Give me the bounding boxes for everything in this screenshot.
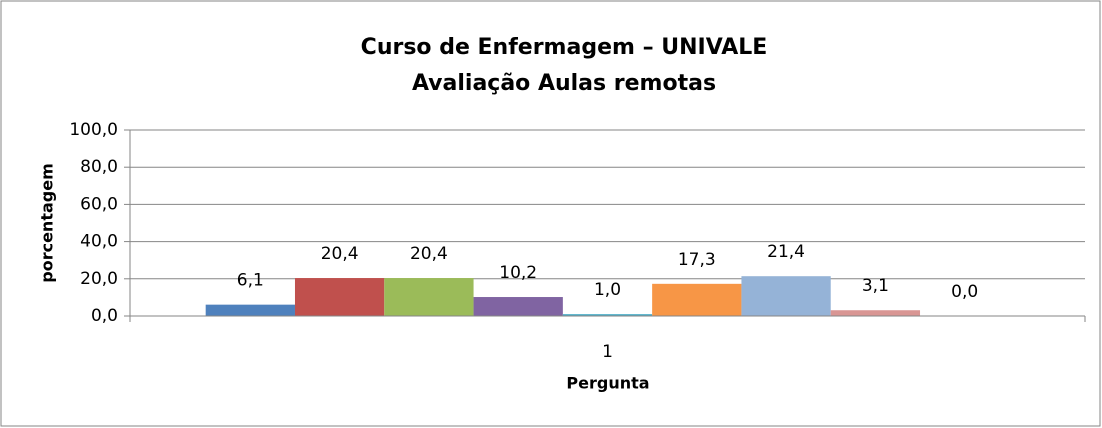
data-label: 1,0 <box>594 280 621 300</box>
bar <box>473 297 563 316</box>
x-axis-title: Pergunta <box>566 374 649 393</box>
y-tick-label: 80,0 <box>80 157 118 177</box>
chart-title: Curso de Enfermagem – UNIVALE <box>361 35 768 60</box>
data-label: 0,0 <box>951 282 978 302</box>
bar <box>562 314 653 316</box>
bar <box>652 283 742 316</box>
bar <box>294 278 385 316</box>
bar <box>741 276 831 316</box>
y-tick-label: 20,0 <box>80 269 118 289</box>
data-label: 6,1 <box>237 271 264 291</box>
data-label: 20,4 <box>410 244 448 264</box>
y-tick-label: 40,0 <box>80 232 118 252</box>
bar <box>830 310 921 316</box>
y-tick-label: 60,0 <box>80 194 118 214</box>
bar <box>384 278 474 316</box>
y-axis-title: porcentagem <box>38 163 57 282</box>
y-tick-label: 0,0 <box>91 306 118 326</box>
x-tick-label: 1 <box>602 342 613 362</box>
chart-subtitle: Avaliação Aulas remotas <box>412 71 716 96</box>
data-label: 10,2 <box>499 263 537 283</box>
data-label: 21,4 <box>767 242 805 262</box>
data-label: 20,4 <box>321 244 359 264</box>
bar <box>205 304 295 316</box>
y-tick-label: 100,0 <box>69 120 118 140</box>
data-label: 17,3 <box>678 250 716 270</box>
data-label: 3,1 <box>862 276 889 296</box>
